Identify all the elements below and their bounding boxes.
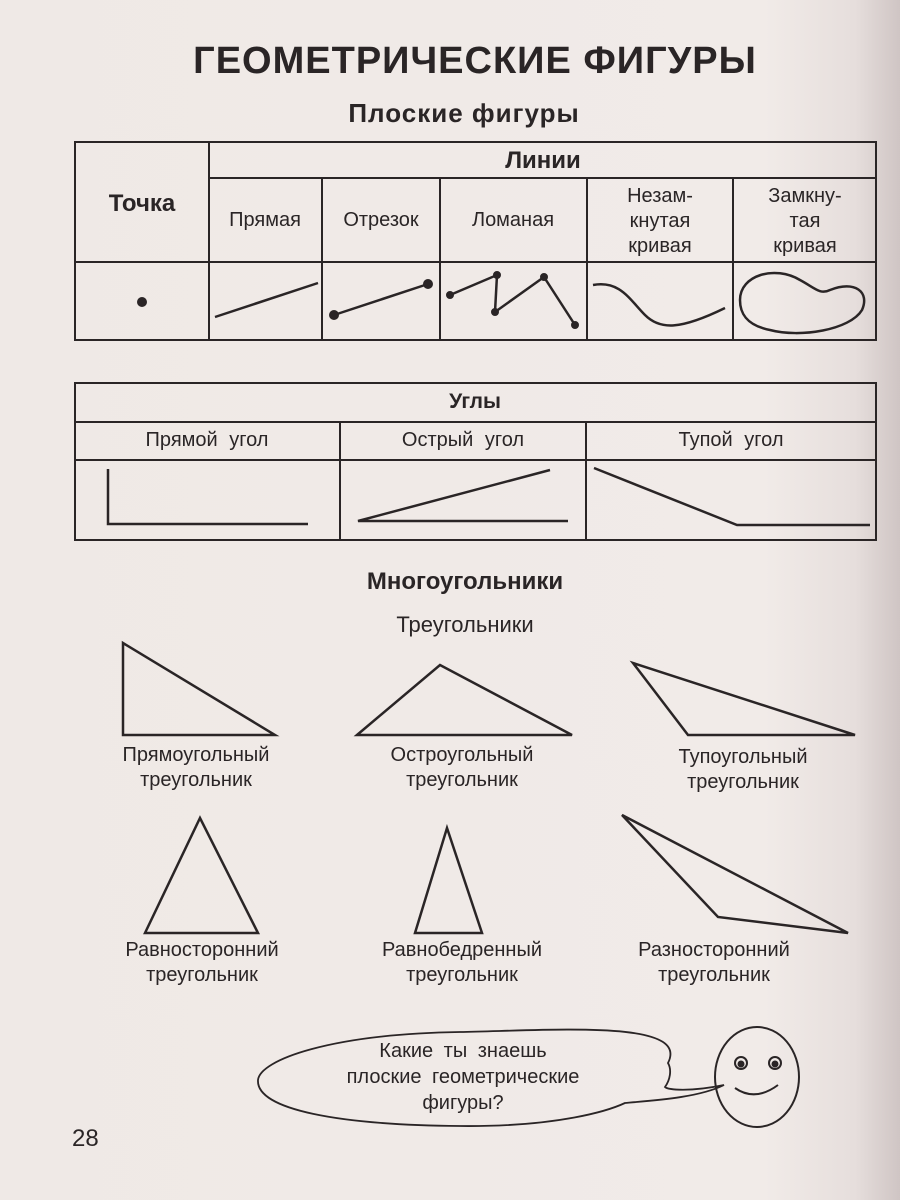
polygons-heading: Многоугольники (366, 568, 564, 595)
triangle-word: треугольник (658, 964, 770, 986)
obtuse-angle-figure (593, 466, 870, 527)
triangle-word: треугольник (406, 769, 518, 791)
angles-table-grid (74, 382, 877, 541)
triangle-label-acute: Остроугольный треугольник (391, 743, 534, 793)
bubble-line: плоские геометрические (346, 1066, 580, 1088)
section-subtitle: Плоские фигуры (348, 98, 580, 128)
column-obtuse-angle: Тупой угол (678, 429, 784, 451)
column-straight-line: Прямая (229, 209, 301, 231)
column-closed-curve: Замкну- тая кривая (768, 185, 842, 257)
closed-curve-figure (738, 271, 866, 335)
segment-figure (329, 279, 433, 320)
bubble-line: Какие ты знаешь (379, 1040, 547, 1062)
open-curve-figure (592, 282, 726, 327)
triangle-label-right: Прямоугольный треугольник (123, 743, 270, 793)
scalene-triangle-figure (621, 813, 849, 935)
equilateral-triangle-figure (143, 815, 261, 935)
obtuse-triangle-figure (629, 660, 856, 737)
isosceles-triangle-figure (413, 823, 484, 935)
triangle-word: треугольник (406, 964, 518, 986)
lines-header: Линии (505, 147, 581, 174)
triangle-type: Разносторонний (638, 939, 790, 961)
speech-bubble-shape (257, 1028, 725, 1127)
column-segment: Отрезок (343, 209, 419, 231)
column-acute-angle: Острый угол (401, 429, 525, 451)
bubble-line: фигуры? (422, 1092, 504, 1114)
triangle-type: Остроугольный (390, 744, 534, 766)
triangle-label-obtuse: Тупоугольный треугольник (678, 745, 807, 795)
triangle-type: Равносторонний (125, 939, 279, 961)
speech-bubble-text: Какие ты знаешь плоские геометрические ф… (347, 1038, 580, 1116)
polyline-figure (446, 271, 579, 329)
triangles-heading: Треугольники (396, 612, 534, 637)
triangle-label-scalene: Разносторонний треугольник (638, 938, 790, 988)
page-title: ГЕОМЕТРИЧЕСКИЕ ФИГУРЫ (193, 40, 757, 82)
triangle-type: Прямоугольный (122, 744, 270, 766)
triangle-word: треугольник (146, 964, 258, 986)
triangle-type: Тупоугольный (678, 746, 808, 768)
right-angle-figure (106, 469, 308, 526)
column-polyline: Ломаная (471, 209, 555, 231)
triangle-type: Равнобедренный (381, 939, 543, 961)
right-triangle-figure (121, 640, 280, 737)
acute-triangle-figure (353, 663, 573, 737)
smiley-face-icon (714, 1026, 800, 1128)
triangle-word: треугольник (687, 771, 799, 793)
triangle-label-equilateral: Равносторонний треугольник (125, 938, 278, 988)
triangle-word: треугольник (140, 769, 252, 791)
triangle-label-isosceles: Равнобедренный треугольник (382, 938, 542, 988)
page-number: 28 (72, 1125, 99, 1152)
straight-line-figure (214, 281, 319, 319)
column-right-angle: Прямой угол (145, 429, 269, 451)
acute-angle-figure (357, 468, 568, 523)
point-figure (137, 297, 147, 307)
lines-table-grid (74, 141, 877, 341)
point-header: Точка (108, 190, 176, 217)
column-open-curve: Незам- кнутая кривая (627, 185, 693, 257)
angles-header: Углы (449, 390, 501, 413)
